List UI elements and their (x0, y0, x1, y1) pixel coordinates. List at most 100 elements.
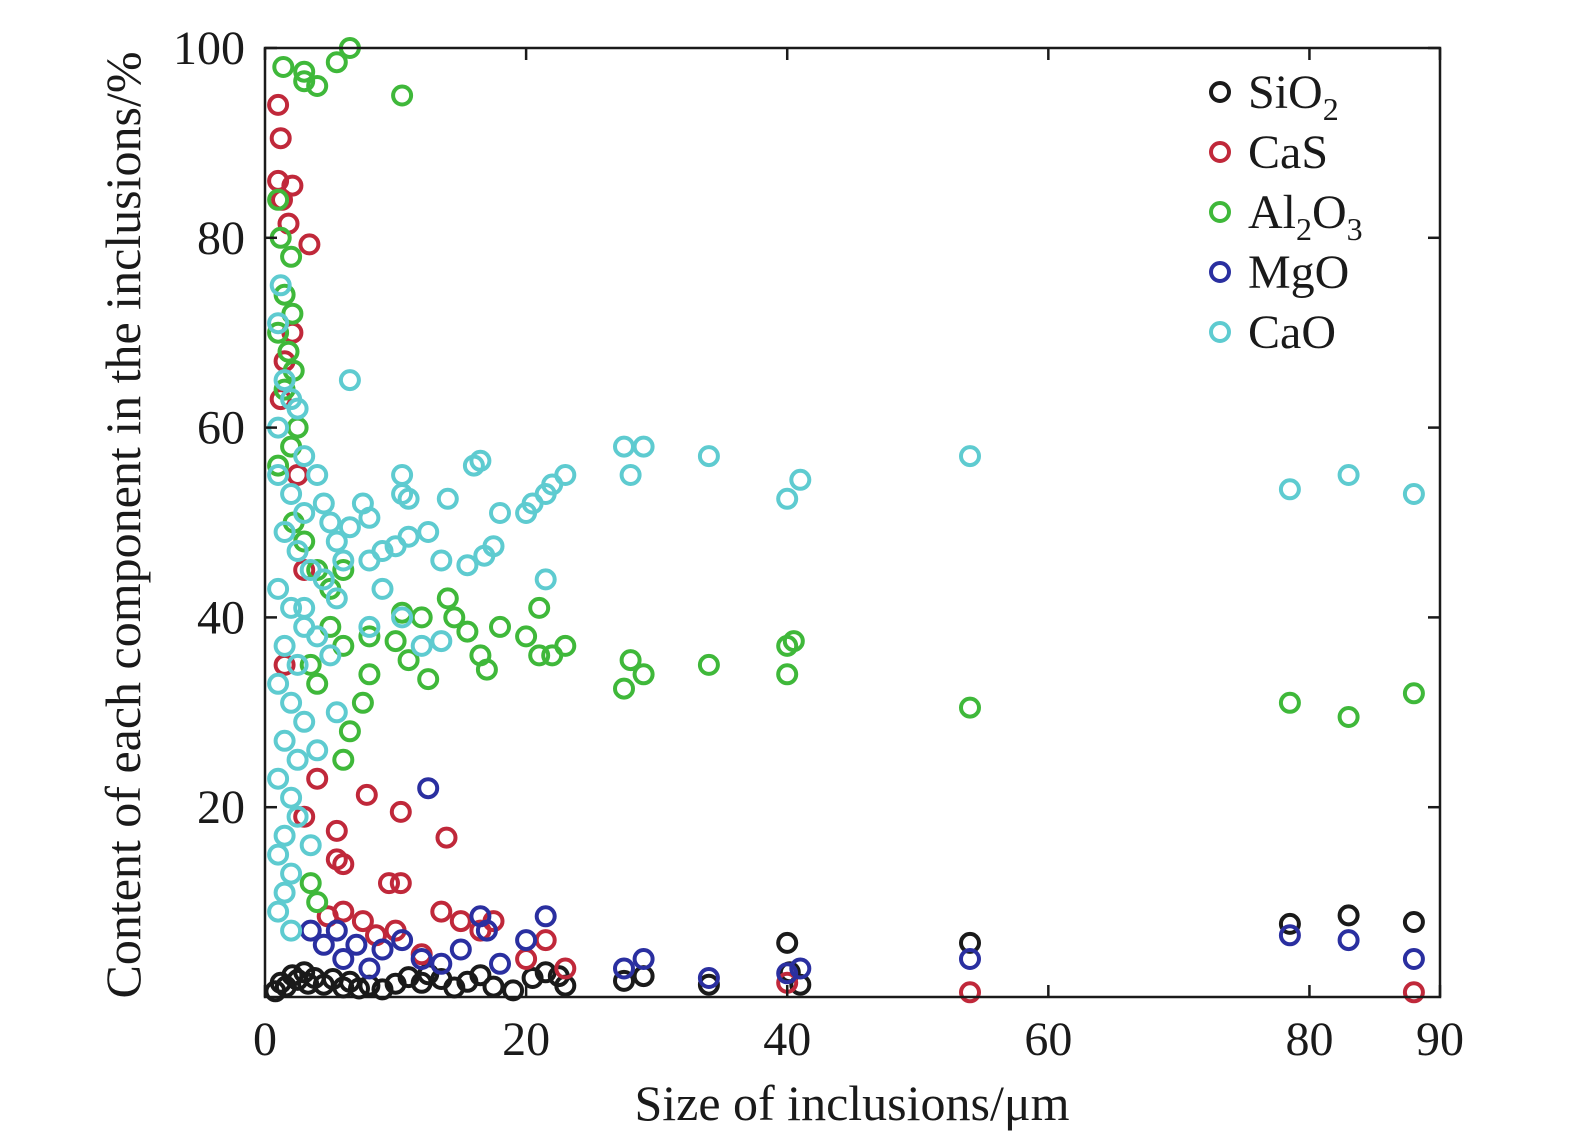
point-mgo-10 (430, 952, 453, 975)
point-al2o3-36 (443, 606, 466, 629)
point-cao-65 (697, 445, 720, 468)
point-cao-0 (269, 274, 292, 297)
point-al2o3-54 (338, 720, 361, 743)
point-cao-49 (430, 549, 453, 572)
point-cao-14 (267, 577, 290, 600)
point-cao-22 (273, 729, 296, 752)
point-al2o3-7 (267, 188, 290, 211)
point-cao-1 (267, 312, 290, 335)
point-cao-74 (410, 634, 433, 657)
y-tick-label: 60 (197, 402, 245, 455)
point-al2o3-1 (293, 60, 316, 83)
point-cao-50 (436, 487, 459, 510)
legend-marker-sio2 (1209, 81, 1231, 103)
point-cas-38 (1402, 981, 1425, 1004)
point-cao-46 (397, 487, 420, 510)
point-al2o3-42 (528, 596, 551, 619)
point-cas-13 (306, 767, 329, 790)
point-al2o3-18 (267, 454, 290, 477)
point-cao-76 (358, 615, 381, 638)
legend-marker-al2o3 (1209, 201, 1231, 223)
point-cas-14 (293, 805, 316, 828)
point-cao-64 (632, 435, 655, 458)
point-cao-24 (267, 767, 290, 790)
point-al2o3-28 (358, 625, 381, 648)
point-cas-3 (281, 174, 304, 197)
point-cao-7 (293, 445, 316, 468)
point-al2o3-3 (306, 75, 329, 97)
point-mgo-23 (1278, 924, 1301, 947)
x-tick-label: 90 (1416, 1013, 1464, 1066)
point-cas-37 (959, 981, 981, 1004)
point-al2o3-41 (515, 625, 538, 648)
point-cao-32 (280, 919, 303, 942)
point-cao-56 (489, 502, 511, 524)
point-al2o3-34 (417, 668, 440, 691)
point-sio2-23 (482, 975, 505, 998)
point-al2o3-17 (286, 416, 309, 439)
series-sio2 (264, 904, 1425, 1003)
point-mgo-3 (325, 919, 348, 942)
point-cas-11 (293, 559, 316, 581)
x-tick-label: 0 (253, 1013, 277, 1066)
point-cao-31 (267, 900, 290, 923)
point-al2o3-40 (489, 615, 511, 638)
point-mgo-20 (776, 962, 799, 985)
point-mgo-21 (789, 957, 812, 980)
axes-layer: 0 20 40 60 80 90 100 80 60 40 20 (173, 22, 1464, 1066)
point-sio2-29 (613, 969, 635, 992)
y-tick-label: 80 (197, 212, 245, 265)
point-al2o3-6 (391, 84, 414, 107)
point-cao-80 (299, 834, 322, 857)
point-al2o3-26 (299, 653, 322, 676)
legend-label-sio2: SiO2 (1248, 66, 1339, 127)
series-mgo (299, 777, 1425, 989)
point-cao-71 (1402, 483, 1425, 505)
series-cao (267, 274, 1425, 942)
point-cao-6 (338, 369, 361, 392)
point-mgo-7 (371, 938, 394, 961)
y-tick-label: 100 (173, 22, 245, 75)
point-mgo-19 (697, 967, 720, 989)
point-cao-47 (397, 525, 420, 548)
point-sio2-36 (1278, 912, 1301, 935)
point-cao-72 (371, 577, 394, 600)
point-mgo-22 (959, 948, 981, 970)
legend-marker-cas (1209, 141, 1231, 163)
point-cao-55 (482, 535, 505, 558)
point-al2o3-48 (632, 663, 655, 686)
legend-marker-mgo (1209, 261, 1231, 283)
point-cao-20 (280, 691, 303, 714)
point-cas-25 (351, 910, 374, 933)
point-cao-61 (554, 464, 577, 486)
point-cas-24 (332, 900, 355, 923)
point-cao-2 (273, 369, 296, 392)
point-cao-37 (332, 549, 355, 572)
x-tick-label: 60 (1024, 1013, 1072, 1066)
point-al2o3-58 (1337, 706, 1360, 728)
x-tick-label: 40 (763, 1013, 811, 1066)
point-cao-35 (319, 511, 342, 534)
point-cas-15 (325, 819, 348, 842)
point-cas-0 (267, 93, 290, 116)
point-cas-18 (355, 783, 378, 806)
point-cas-10 (286, 464, 309, 486)
point-mgo-4 (332, 948, 355, 970)
point-sio2-31 (697, 973, 720, 996)
point-al2o3-23 (332, 559, 355, 581)
legend-label-cao: CaO (1248, 306, 1336, 359)
point-mgo-24 (1337, 929, 1360, 952)
point-cao-53 (469, 449, 492, 472)
legend-label-al2o3: Al2O3 (1248, 186, 1363, 247)
point-al2o3-51 (776, 663, 799, 686)
series-al2o3 (267, 37, 1425, 914)
point-cao-84 (312, 568, 335, 591)
point-cao-4 (286, 397, 309, 420)
x-axis-title: Size of inclusions/μm (634, 1075, 1069, 1131)
point-cao-62 (613, 435, 635, 458)
point-sio2-22 (469, 964, 492, 987)
point-al2o3-46 (613, 677, 635, 700)
x-tick-label: 20 (502, 1013, 550, 1066)
